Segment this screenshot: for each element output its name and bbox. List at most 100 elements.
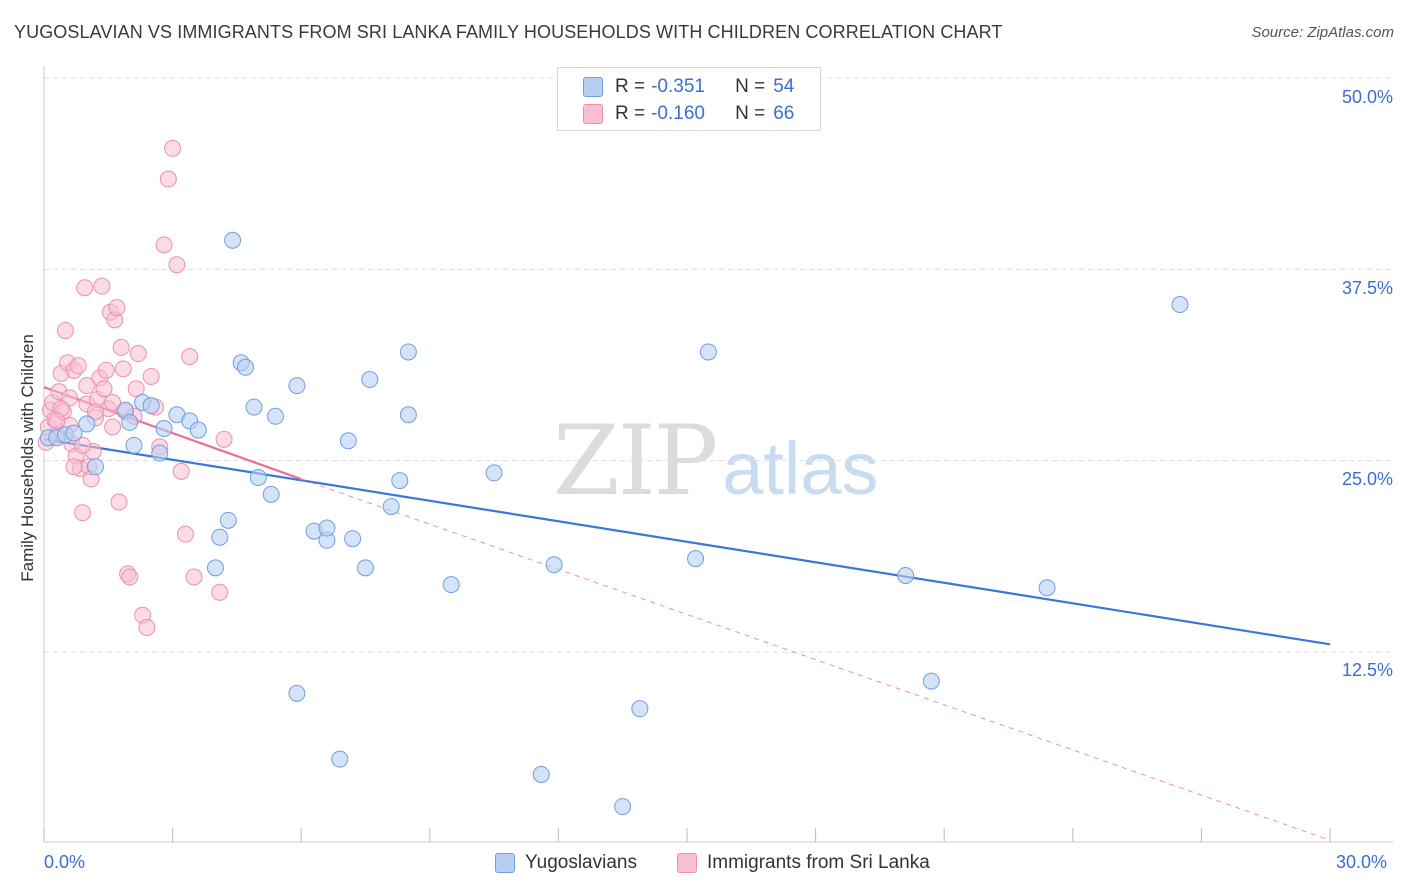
legend-row-yugoslavians: R = -0.351 N = 54 bbox=[583, 75, 794, 99]
watermark-atlas: atlas bbox=[722, 427, 879, 510]
y-tick-label-37-5: 37.5% bbox=[1341, 278, 1393, 298]
legend-item-sri-lanka: Immigrants from Sri Lanka bbox=[677, 852, 930, 874]
point-sri-lanka bbox=[108, 299, 126, 317]
point-yugoslavian bbox=[699, 343, 717, 361]
point-yugoslavian bbox=[224, 231, 242, 249]
point-sri-lanka bbox=[110, 493, 128, 511]
point-sri-lanka bbox=[127, 380, 145, 398]
point-sri-lanka bbox=[78, 377, 96, 395]
legend-row-sri-lanka: R = -0.160 N = 66 bbox=[583, 102, 794, 126]
point-yugoslavian bbox=[125, 436, 143, 454]
legend-r-value: -0.160 bbox=[651, 103, 705, 124]
point-sri-lanka bbox=[129, 345, 147, 363]
point-sri-lanka bbox=[138, 619, 156, 637]
legend-swatch-pink bbox=[583, 104, 603, 124]
trend-line-yugoslavians bbox=[43, 438, 1331, 646]
point-yugoslavian bbox=[631, 700, 649, 718]
point-yugoslavian bbox=[485, 464, 503, 482]
point-sri-lanka bbox=[176, 525, 194, 543]
point-sri-lanka bbox=[215, 430, 233, 448]
point-sri-lanka bbox=[159, 170, 177, 188]
point-yugoslavian bbox=[155, 420, 173, 438]
point-sri-lanka bbox=[114, 360, 132, 378]
point-sri-lanka bbox=[76, 279, 94, 297]
point-yugoslavian bbox=[382, 498, 400, 516]
legend-n-value: 54 bbox=[773, 76, 795, 97]
point-yugoslavian bbox=[288, 684, 306, 702]
point-yugoslavian bbox=[357, 559, 374, 577]
point-sri-lanka bbox=[104, 418, 122, 436]
point-sri-lanka bbox=[56, 322, 74, 340]
point-yugoslavian bbox=[288, 377, 306, 395]
legend-n-label: N = bbox=[735, 76, 766, 97]
point-sri-lanka bbox=[168, 256, 186, 274]
point-sri-lanka bbox=[121, 568, 139, 586]
point-sri-lanka bbox=[86, 403, 104, 421]
point-yugoslavian bbox=[219, 511, 237, 529]
point-yugoslavian bbox=[262, 485, 280, 503]
point-yugoslavian bbox=[361, 371, 379, 389]
legend-r-value: -0.351 bbox=[651, 76, 705, 97]
legend-n-label: N = bbox=[735, 103, 766, 124]
data-points bbox=[37, 139, 1189, 816]
point-sri-lanka bbox=[155, 236, 173, 254]
point-sri-lanka bbox=[74, 504, 92, 522]
point-yugoslavian bbox=[391, 472, 409, 490]
point-yugoslavian bbox=[614, 798, 632, 816]
point-yugoslavian bbox=[78, 415, 96, 433]
point-sri-lanka bbox=[104, 394, 122, 412]
point-sri-lanka bbox=[95, 380, 113, 398]
point-yugoslavian bbox=[211, 528, 229, 546]
point-yugoslavian bbox=[897, 566, 915, 584]
legend-swatch-blue bbox=[495, 853, 515, 873]
point-yugoslavian bbox=[318, 519, 336, 537]
x-tick-label-min: 0.0% bbox=[44, 852, 86, 872]
point-yugoslavian bbox=[65, 424, 83, 442]
trend-lines bbox=[43, 386, 1331, 841]
point-sri-lanka bbox=[142, 367, 160, 385]
x-tick-label-max: 30.0% bbox=[1336, 852, 1388, 872]
legend-label-yugoslavians: Yugoslavians bbox=[525, 852, 637, 873]
legend-item-yugoslavians: Yugoslavians bbox=[495, 852, 637, 874]
chart-title: YUGOSLAVIAN VS IMMIGRANTS FROM SRI LANKA… bbox=[14, 22, 1003, 42]
point-yugoslavian bbox=[339, 432, 357, 450]
legend-n-value: 66 bbox=[773, 103, 795, 124]
point-sri-lanka bbox=[112, 338, 130, 356]
point-yugoslavian bbox=[1038, 579, 1056, 597]
point-yugoslavian bbox=[532, 765, 550, 783]
y-tick-label-50: 50.0% bbox=[1341, 87, 1393, 107]
legend-swatch-blue bbox=[583, 77, 603, 97]
point-yugoslavian bbox=[151, 444, 169, 462]
y-tick-label-12-5: 12.5% bbox=[1341, 660, 1393, 680]
point-yugoslavian bbox=[121, 413, 139, 431]
trend-line-sri-lanka-extension bbox=[301, 478, 1331, 841]
point-sri-lanka bbox=[164, 139, 182, 157]
legend-r-label: R = bbox=[615, 103, 646, 124]
point-yugoslavian bbox=[922, 672, 940, 690]
y-tick-label-25: 25.0% bbox=[1341, 469, 1393, 489]
legend-label-sri-lanka: Immigrants from Sri Lanka bbox=[707, 852, 930, 873]
point-yugoslavian bbox=[331, 750, 349, 768]
point-yugoslavian bbox=[189, 421, 207, 439]
point-yugoslavian bbox=[236, 358, 254, 376]
point-sri-lanka bbox=[181, 348, 199, 366]
point-sri-lanka bbox=[48, 412, 66, 430]
point-sri-lanka bbox=[69, 357, 87, 375]
watermark: ZIPatlas bbox=[553, 405, 879, 517]
axes bbox=[43, 66, 1393, 843]
point-yugoslavian bbox=[142, 397, 160, 415]
point-yugoslavian bbox=[399, 406, 417, 424]
stats-legend: R = -0.351 N = 54 R = -0.160 N = 66 bbox=[557, 67, 821, 131]
point-yugoslavian bbox=[399, 343, 417, 361]
point-yugoslavian bbox=[442, 576, 460, 594]
point-yugoslavian bbox=[266, 407, 284, 425]
watermark-zip: ZIP bbox=[553, 405, 718, 517]
point-yugoslavian bbox=[249, 469, 267, 487]
point-sri-lanka bbox=[185, 568, 203, 586]
point-sri-lanka bbox=[97, 361, 115, 379]
point-yugoslavian bbox=[86, 458, 104, 476]
point-yugoslavian bbox=[344, 530, 362, 548]
legend-swatch-pink bbox=[677, 853, 697, 873]
point-yugoslavian bbox=[206, 559, 224, 577]
point-sri-lanka bbox=[172, 462, 190, 480]
